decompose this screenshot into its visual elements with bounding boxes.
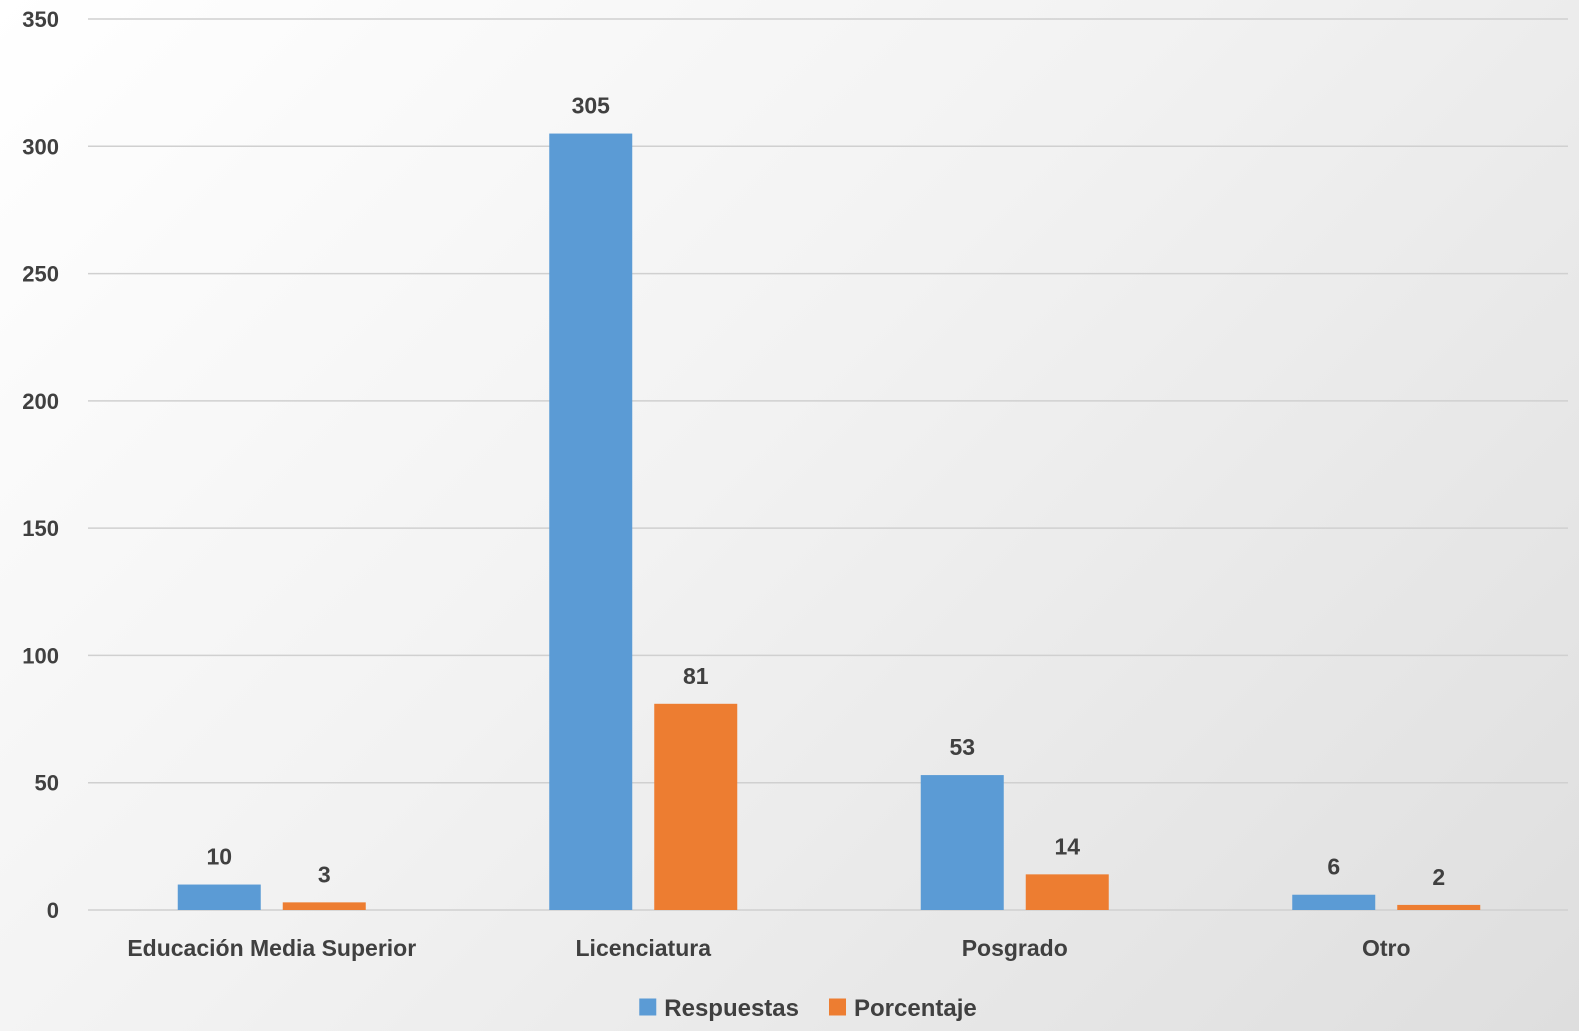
x-category-label-otro: Otro [1362,935,1411,961]
x-axis-category-labels: Educación Media Superior Licenciatura Posg… [127,935,1410,961]
bar-respuestas-educacion-media-superior [177,884,261,910]
bar-respuestas-posgrado [920,775,1004,910]
data-label-respuestas-otro: 6 [1327,854,1340,880]
y-tick-label-100: 100 [22,643,59,668]
legend-swatch-respuestas [639,998,657,1016]
data-label-porcentaje-educacion-media-superior: 3 [318,861,331,887]
data-label-porcentaje-posgrado: 14 [1054,833,1080,859]
bar-porcentaje-posgrado [1025,874,1109,910]
y-axis-tick-labels: 0 50 100 150 200 250 300 350 [22,7,59,923]
y-tick-label-50: 50 [35,771,59,796]
data-label-respuestas-posgrado: 53 [949,734,975,760]
bar-porcentaje-otro [1397,904,1481,910]
bar-porcentaje-licenciatura [654,703,738,910]
data-label-respuestas-educacion-media-superior: 10 [206,844,232,870]
bar-porcentaje-educacion-media-superior [282,902,366,910]
x-category-label-posgrado: Posgrado [962,935,1068,961]
data-label-porcentaje-licenciatura: 81 [683,663,709,689]
data-label-porcentaje-otro: 2 [1432,864,1445,890]
y-tick-label-0: 0 [47,898,59,923]
y-tick-label-300: 300 [22,134,59,159]
legend-swatch-porcentaje [829,998,847,1016]
legend-label-respuestas: Respuestas [664,995,799,1022]
legend: Respuestas Porcentaje [639,995,977,1022]
data-labels: 10 3 305 81 53 14 6 2 [206,93,1445,890]
y-tick-label-150: 150 [22,516,59,541]
x-category-label-educacion-media-superior: Educación Media Superior [127,935,416,961]
data-label-respuestas-licenciatura: 305 [572,93,611,119]
x-category-label-licenciatura: Licenciatura [576,935,712,961]
bars [177,133,1481,911]
y-tick-label-250: 250 [22,262,59,287]
gridlines [88,18,1568,911]
bar-respuestas-licenciatura [549,133,633,911]
y-tick-label-200: 200 [22,389,59,414]
legend-label-porcentaje: Porcentaje [854,995,977,1022]
bar-respuestas-otro [1292,894,1376,910]
y-tick-label-350: 350 [22,7,59,32]
